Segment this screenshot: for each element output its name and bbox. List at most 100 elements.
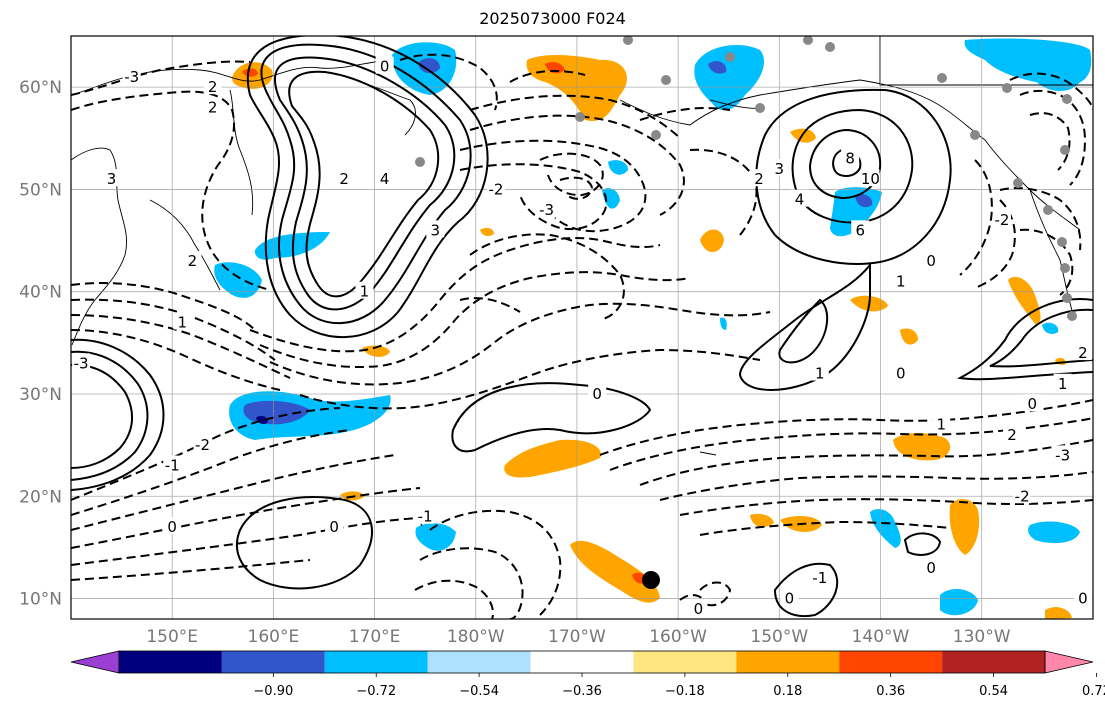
contour-label: 2	[754, 170, 764, 188]
contour-label-bg	[841, 148, 860, 166]
colorbar-segment	[427, 651, 531, 673]
contour-label: -3	[1055, 446, 1070, 464]
lat-tick-label: 60°N	[19, 78, 62, 98]
contour-label-bg	[1073, 588, 1092, 606]
contour-label: 0	[380, 58, 390, 76]
contour-label-bg	[355, 281, 374, 299]
colorbar-tick-label: −0.18	[665, 684, 705, 699]
contour-label-bg	[810, 568, 829, 586]
contour-label-bg	[203, 97, 222, 115]
colorbar-tick-labels: −0.90 −0.72 −0.54 −0.36 −0.18 0.18 0.36 0.54 0.7…	[253, 673, 1105, 699]
contour-label-bg	[537, 199, 556, 217]
contour-labels: 0-322321-3-2-104231-2-3-1008106432101-20…	[72, 56, 1092, 618]
lon-tick-label: 150°W	[750, 627, 808, 647]
contour-label: 2	[339, 170, 349, 188]
contour-label-bg	[891, 363, 910, 381]
contour-label: 0	[926, 559, 936, 577]
colorbar-segment	[324, 651, 428, 673]
contour-label: 6	[855, 221, 865, 239]
colorbar-segment	[221, 651, 325, 673]
contour-label-bg	[992, 210, 1011, 228]
contour-label: -2	[994, 211, 1009, 229]
lat-tick-label: 40°N	[19, 283, 62, 303]
lat-tick-label: 50°N	[19, 180, 62, 200]
contour-label: 3	[431, 221, 441, 239]
colorbar-segment	[633, 651, 737, 673]
dashed-contours	[71, 53, 1093, 619]
longitude-labels: 150°E 160°E 170°E 180°W 170°W 160°W 150°W 140°W…	[146, 627, 1010, 647]
contour-label-bg	[426, 220, 445, 238]
contour-label-bg	[1003, 424, 1022, 442]
contour-label-bg	[122, 66, 141, 84]
contour-label-bg	[1053, 445, 1072, 463]
map-panel: 0-322321-3-2-104231-2-3-1008106432101-20…	[71, 36, 1093, 619]
colorbar-tick-label: −0.72	[356, 684, 396, 699]
contour-label-bg	[922, 251, 941, 269]
contour-label-bg	[780, 588, 799, 606]
colorbar-tick-label: −0.54	[459, 684, 499, 699]
contour-label-bg	[375, 169, 394, 187]
colorbar-tick-label: 0.54	[979, 684, 1008, 699]
contour-label: 0	[1028, 395, 1038, 413]
contour-label: -3	[124, 68, 139, 86]
contour-label-bg	[102, 169, 121, 187]
contour-label-bg	[810, 363, 829, 381]
contour-label-bg	[416, 506, 435, 524]
contour-label-bg	[891, 271, 910, 289]
contour-label: 1	[936, 416, 946, 434]
coastlines	[71, 36, 1093, 527]
contour-label-bg	[203, 77, 222, 95]
colorbar-tick-label: −0.90	[253, 684, 293, 699]
lon-tick-label: 160°W	[649, 627, 707, 647]
shaded-anomaly-patches	[214, 38, 1092, 619]
colorbar-tick-label: −0.36	[562, 684, 602, 699]
contour-label-bg	[861, 169, 880, 187]
contour-label-bg	[163, 516, 182, 534]
solid-contours	[71, 36, 1093, 617]
colorbar-segment	[942, 651, 1045, 673]
contour-label: 1	[1058, 375, 1068, 393]
contour-label-bg	[689, 598, 708, 616]
contour-label: -3	[539, 201, 554, 219]
colorbar	[70, 650, 1094, 674]
contour-label: 4	[380, 170, 390, 188]
latitude-labels: 10°N 20°N 30°N 40°N 50°N 60°N	[19, 78, 62, 609]
lon-tick-label: 170°W	[548, 627, 606, 647]
contour-label: 1	[178, 313, 188, 331]
contour-label-bg	[588, 383, 607, 401]
colorbar-extend-high	[1044, 650, 1094, 674]
contour-label: 2	[1007, 426, 1017, 444]
contour-label-bg	[1053, 373, 1072, 391]
contour-label: 0	[1078, 590, 1088, 608]
lat-tick-label: 30°N	[19, 385, 62, 405]
contour-label: 1	[360, 283, 370, 301]
contour-label-bg	[193, 435, 212, 453]
contour-label: -1	[165, 457, 180, 475]
contour-label: 2	[208, 78, 218, 96]
contour-label: 1	[815, 365, 825, 383]
contour-label: 1	[896, 272, 906, 290]
contour-label-bg	[770, 158, 789, 176]
colorbar-segment	[839, 651, 943, 673]
contour-label: 0	[926, 252, 936, 270]
contour-label: 2	[188, 252, 198, 270]
colorbar-segment	[119, 651, 222, 673]
contour-label-bg	[163, 455, 182, 473]
figure-title: 2025073000 F024	[479, 9, 626, 28]
lat-tick-label: 20°N	[19, 487, 62, 507]
contour-label-bg	[486, 179, 505, 197]
contour-label: 8	[845, 150, 855, 168]
contour-label: 3	[107, 170, 117, 188]
colorbar-segment	[530, 651, 634, 673]
contour-label: 2	[208, 99, 218, 117]
contour-label: -1	[418, 508, 433, 526]
contour-label: 3	[775, 160, 785, 178]
contour-label: 0	[694, 600, 704, 618]
colorbar-segment	[736, 651, 840, 673]
contour-label: -2	[489, 180, 504, 198]
contour-label-bg	[932, 414, 951, 432]
map-frame	[70, 35, 1094, 620]
contour-label: 0	[167, 518, 177, 536]
contour-label: 0	[592, 385, 602, 403]
